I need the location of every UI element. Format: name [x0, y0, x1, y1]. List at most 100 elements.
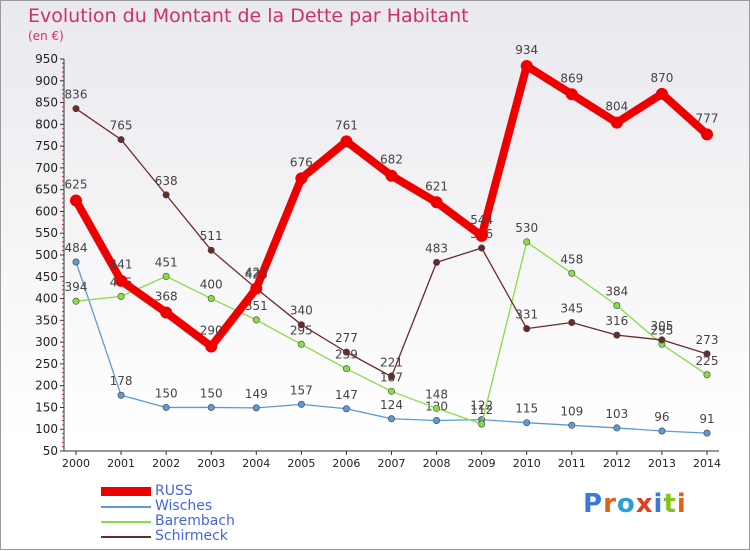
- data-label: 221: [380, 356, 403, 370]
- data-point: [610, 116, 623, 129]
- data-point: [297, 340, 305, 348]
- data-point: [252, 316, 260, 324]
- data-label: 483: [425, 241, 448, 255]
- y-tick-label: 700: [35, 161, 58, 175]
- data-point: [658, 336, 666, 344]
- data-point: [117, 136, 125, 144]
- y-tick-label: 650: [35, 183, 58, 197]
- x-tick-label: 2012: [603, 457, 631, 470]
- data-label: 150: [200, 386, 223, 400]
- data-label: 316: [605, 314, 628, 328]
- data-label: 441: [110, 258, 133, 272]
- data-point: [387, 387, 395, 395]
- legend-swatch-barembach: [101, 521, 151, 523]
- x-tick-label: 2009: [468, 457, 496, 470]
- data-point: [72, 258, 80, 266]
- data-point: [478, 244, 486, 252]
- data-point: [475, 229, 488, 242]
- data-label: 384: [605, 285, 628, 299]
- data-point: [703, 429, 711, 437]
- data-point: [117, 391, 125, 399]
- data-point: [72, 105, 80, 113]
- data-point: [520, 59, 533, 72]
- data-label: 305: [650, 319, 673, 333]
- data-label: 273: [696, 333, 719, 347]
- data-label: 157: [290, 383, 313, 397]
- data-point: [297, 321, 305, 329]
- data-label: 368: [155, 289, 178, 303]
- data-label: 765: [110, 119, 133, 133]
- x-tick-label: 2001: [107, 457, 135, 470]
- data-label: 836: [65, 88, 88, 102]
- data-label: 511: [200, 229, 223, 243]
- data-point: [162, 272, 170, 280]
- y-tick-label: 250: [35, 357, 58, 371]
- data-point: [205, 340, 218, 353]
- x-tick-label: 2011: [558, 457, 586, 470]
- data-point: [207, 403, 215, 411]
- y-tick-label: 400: [35, 292, 58, 306]
- data-point: [207, 295, 215, 303]
- data-point: [433, 258, 441, 266]
- data-label: 91: [699, 412, 714, 426]
- data-label: 870: [650, 71, 673, 85]
- data-label: 423: [245, 266, 268, 280]
- data-label: 148: [425, 387, 448, 401]
- data-point: [387, 373, 395, 381]
- data-point: [568, 319, 576, 327]
- x-tick-label: 2004: [242, 457, 270, 470]
- chart-title: Evolution du Montant de la Dette par Hab…: [28, 5, 469, 27]
- data-label: 331: [515, 308, 538, 322]
- legend-label-wisches: Wisches: [155, 498, 213, 514]
- y-tick-label: 350: [35, 313, 58, 327]
- y-tick-label: 600: [35, 204, 58, 218]
- data-point: [387, 415, 395, 423]
- data-point: [207, 246, 215, 254]
- legend-swatch-wisches: [101, 506, 151, 508]
- series-wisches: 4841781501501491571471241201221151091039…: [65, 241, 715, 437]
- data-label: 621: [425, 179, 448, 193]
- data-label: 150: [155, 386, 178, 400]
- data-label: 109: [560, 404, 583, 418]
- data-point: [703, 350, 711, 358]
- data-point: [430, 196, 443, 209]
- proxiti-logo: Proxiti: [583, 489, 687, 519]
- series-russ: 625 441 368 290 423 676 761 682 621 544 934 869 804 8…: [65, 43, 718, 353]
- data-point: [115, 274, 128, 287]
- y-tick-label: 850: [35, 96, 58, 110]
- y-tick-label: 300: [35, 335, 58, 349]
- data-label: 295: [290, 323, 313, 337]
- y-tick-label: 200: [35, 379, 58, 393]
- legend-label-barembach: Barembach: [155, 513, 235, 529]
- data-point: [701, 128, 713, 141]
- x-tick-label: 2000: [62, 457, 90, 470]
- data-point: [703, 371, 711, 379]
- data-point: [160, 306, 173, 319]
- data-point: [297, 400, 305, 408]
- data-label: 147: [335, 388, 358, 402]
- x-tick-label: 2007: [378, 457, 406, 470]
- data-label: 295: [650, 323, 673, 337]
- data-label: 484: [65, 241, 88, 255]
- data-label: 178: [110, 374, 133, 388]
- y-tick-label: 550: [35, 226, 58, 240]
- data-point: [523, 238, 531, 246]
- data-point: [340, 135, 353, 148]
- data-label: 451: [155, 255, 178, 269]
- data-point: [658, 427, 666, 435]
- legend-label-russ: RUSS: [155, 483, 193, 499]
- data-label: 400: [200, 278, 223, 292]
- data-label: 394: [65, 280, 88, 294]
- data-point: [250, 282, 263, 295]
- data-point: [117, 292, 125, 300]
- data-point: [613, 424, 621, 432]
- data-point: [478, 420, 486, 428]
- data-label: 934: [515, 43, 538, 57]
- x-tick-label: 2005: [287, 457, 315, 470]
- data-point: [72, 297, 80, 305]
- data-point: [655, 87, 668, 100]
- x-tick-label: 2006: [332, 457, 360, 470]
- data-label: 345: [560, 302, 583, 316]
